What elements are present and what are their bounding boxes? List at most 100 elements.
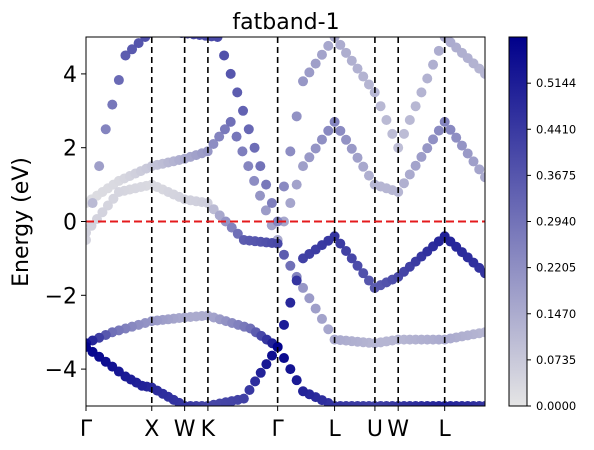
band-point-band-5: [171, 27, 181, 37]
plot-area: [81, 25, 490, 411]
band-point-band-1: [279, 353, 289, 363]
band-point-band-5: [292, 111, 302, 121]
band-point-band-5: [434, 46, 444, 56]
band-point-band-2: [285, 298, 295, 308]
band-point-band-1: [239, 394, 249, 404]
band-point-band-5: [387, 129, 397, 139]
band-point-band-4: [249, 176, 259, 186]
y-tick-label: 4: [63, 63, 77, 88]
band-point-band-4: [243, 161, 253, 171]
band-point-band-5: [323, 41, 333, 51]
band-point-band-5: [411, 101, 421, 111]
band-point-band-5: [261, 180, 271, 190]
kpoint-label: L: [328, 417, 341, 442]
colorbar-tick-label: 0.1470: [536, 307, 576, 321]
y-tick-label: −4: [45, 358, 77, 383]
colorbar-gradient: [509, 37, 527, 406]
kpoint-label: X: [144, 417, 159, 442]
band-point-band-5: [416, 87, 426, 97]
band-point-band-5: [250, 143, 260, 153]
band-point-band-4: [422, 143, 432, 153]
band-point-band-5: [232, 87, 242, 97]
band-point-band-4: [317, 135, 327, 145]
band-point-band-5: [114, 75, 124, 85]
band-point-band-3: [285, 261, 295, 271]
colorbar-tick-label: 0.5144: [536, 76, 576, 90]
band-point-band-1: [244, 385, 254, 395]
kpoint-label: W: [387, 417, 409, 442]
colorbar-tick-label: 0.4410: [536, 122, 576, 136]
band-point-band-5: [311, 59, 321, 69]
colorbar-tick-label: 0.2940: [536, 215, 576, 229]
band-point-band-5: [244, 124, 254, 134]
band-point-band-5: [177, 28, 187, 38]
band-point-band-5: [279, 181, 289, 191]
band-point-band-5: [405, 115, 415, 125]
band-point-band-5: [255, 161, 265, 171]
band-point-band-3: [323, 324, 333, 334]
band-point-band-4: [434, 126, 444, 136]
colorbar: 0.0000 0.0735 0.1470 0.2205 0.2940 0.3675 0.44…: [509, 37, 576, 413]
band-point-band-5: [94, 161, 104, 171]
band-point-band-4: [364, 171, 374, 181]
band-point-band-3: [304, 293, 314, 303]
band-point-band-1: [285, 364, 295, 374]
band-point-band-5: [381, 115, 391, 125]
kpoint-label: L: [439, 417, 452, 442]
band-point-band-5: [428, 60, 438, 70]
band-point-band-1: [267, 351, 277, 361]
y-tick-label: 0: [63, 211, 77, 236]
band-point-band-4: [399, 178, 409, 188]
band-point-band-4: [416, 152, 426, 162]
band-point-band-1: [298, 386, 308, 396]
colorbar-tick-label: 0.2205: [536, 261, 576, 275]
colorbar-tick-label: 0.3675: [536, 168, 576, 182]
band-point-band-4: [347, 144, 357, 154]
y-axis-label: Energy (eV): [9, 157, 34, 287]
colorbar-tick-label: 0.0000: [536, 399, 576, 413]
band-point-band-4: [232, 132, 242, 142]
band-point-band-3: [279, 250, 289, 260]
band-point-band-5: [238, 106, 248, 116]
band-point-band-5: [107, 100, 117, 110]
band-point-band-5: [219, 50, 229, 60]
band-point-band-4: [358, 162, 368, 172]
band-point-band-5: [88, 198, 98, 208]
band-point-band-4: [353, 153, 363, 163]
kpoint-label: Γ: [80, 417, 93, 442]
band-point-band-4: [298, 161, 308, 171]
band-point-band-5: [147, 25, 157, 35]
band-point-band-4: [285, 198, 295, 208]
band-point-band-5: [285, 146, 295, 156]
band-point-band-2: [292, 276, 302, 286]
y-axis-ticks: 4 2 0 −2 −4: [45, 63, 86, 383]
y-tick-label: 2: [63, 137, 77, 162]
band-point-band-3: [317, 314, 327, 324]
band-point-band-4: [428, 134, 438, 144]
band-point-band-1: [256, 368, 266, 378]
y-tick-label: −2: [45, 284, 77, 309]
band-point-band-4: [411, 161, 421, 171]
band-point-band-5: [226, 69, 236, 79]
band-point-band-4: [255, 191, 265, 201]
band-point-band-4: [311, 143, 321, 153]
band-point-band-5: [376, 101, 386, 111]
band-point-band-1: [261, 359, 271, 369]
band-point-band-4: [335, 126, 345, 136]
band-point-band-5: [267, 198, 277, 208]
band-point-band-4: [292, 180, 302, 190]
band-point-band-5: [153, 25, 163, 35]
band-point-band-4: [304, 152, 314, 162]
band-point-band-5: [399, 129, 409, 139]
band-point-band-5: [317, 50, 327, 60]
band-point-band-1: [292, 375, 302, 385]
colorbar-ticks: 0.0000 0.0735 0.1470 0.2205 0.2940 0.3675 0.44…: [527, 76, 576, 413]
band-point-band-1: [250, 376, 260, 386]
colorbar-tick-label: 0.0735: [536, 353, 576, 367]
band-point-band-4: [323, 126, 333, 136]
kpoint-label: W: [174, 417, 196, 442]
band-point-band-3: [311, 304, 321, 314]
band-point-band-4: [237, 146, 247, 156]
